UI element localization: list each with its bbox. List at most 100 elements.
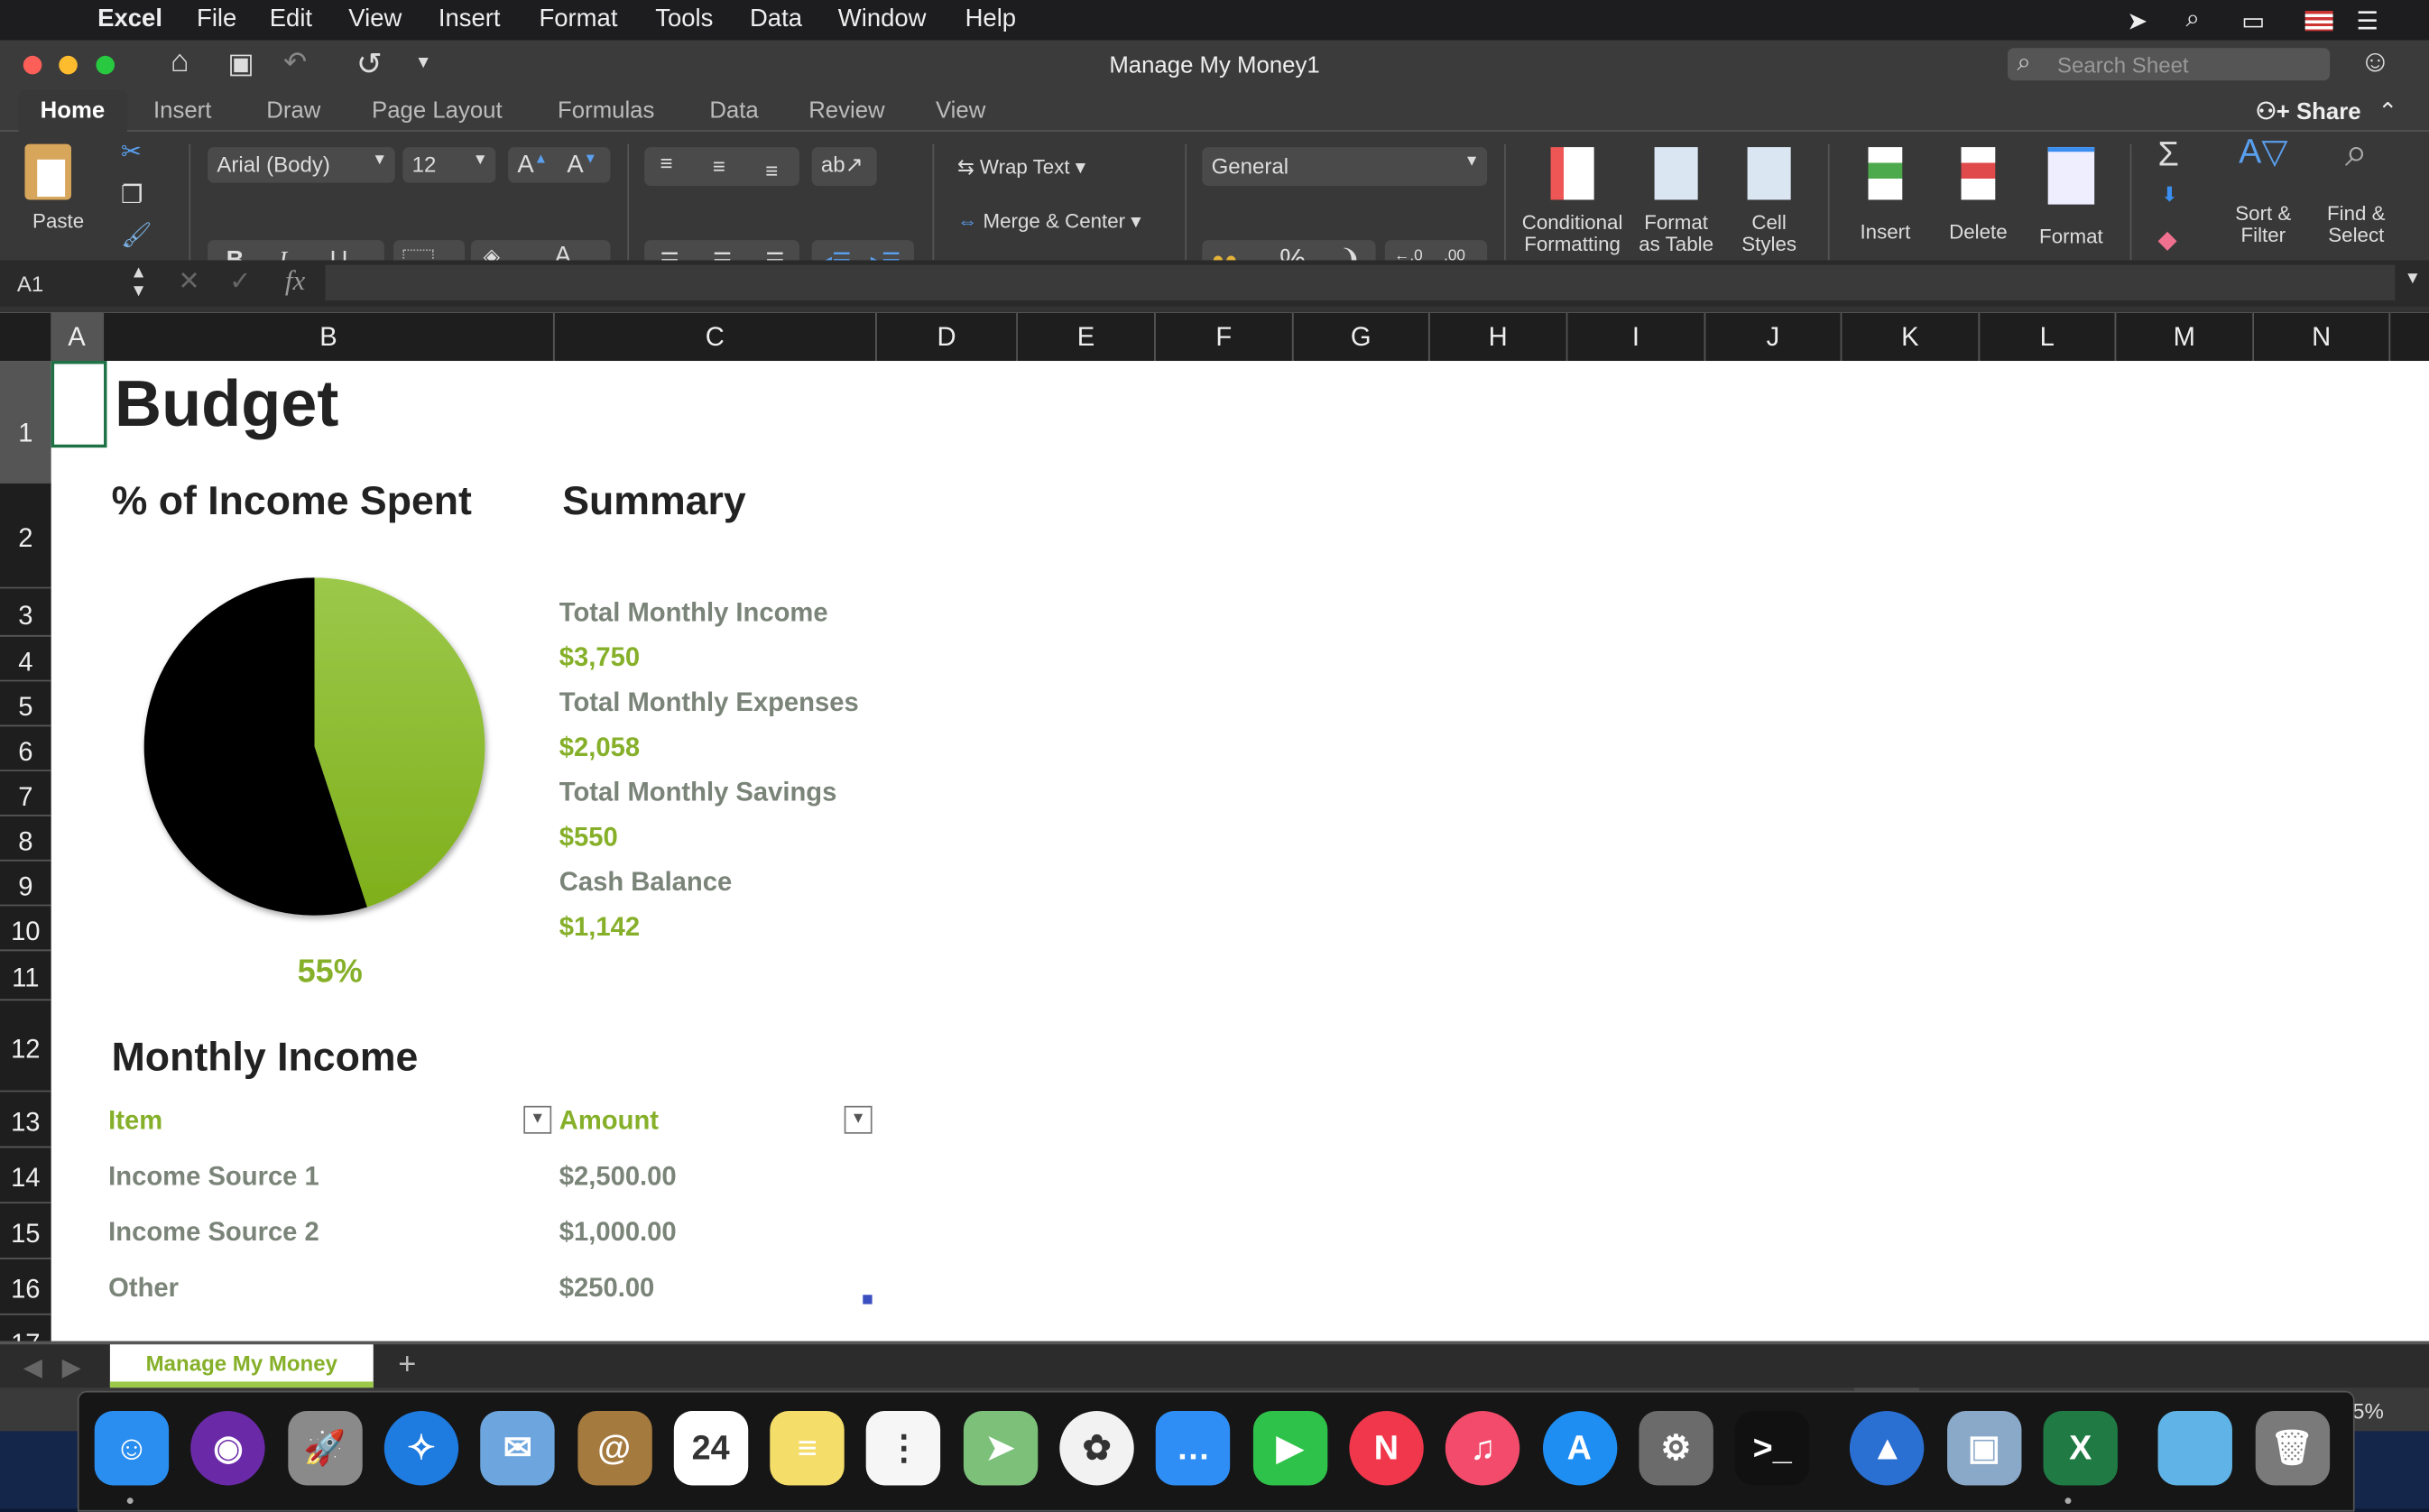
tab-formulas[interactable]: Formulas bbox=[558, 97, 655, 124]
align-bottom-icon[interactable]: ≡ bbox=[765, 158, 779, 183]
list-menu-icon[interactable]: ☰ bbox=[2356, 9, 2378, 36]
row-header-14[interactable]: 14 bbox=[0, 1148, 51, 1203]
menu-help[interactable]: Help bbox=[965, 5, 1017, 33]
preview-icon[interactable]: ▣ bbox=[1946, 1411, 2021, 1486]
orientation-button[interactable]: ab↗ bbox=[811, 147, 877, 187]
home-icon[interactable]: ⌂ bbox=[170, 44, 189, 79]
menu-view[interactable]: View bbox=[348, 5, 402, 33]
table-row[interactable]: Other $250.00 bbox=[0, 1273, 929, 1320]
trash-icon[interactable]: 🗑 bbox=[2255, 1411, 2330, 1486]
column-header-n[interactable]: N bbox=[2254, 312, 2391, 362]
filter-dropdown-amount[interactable]: ▼ bbox=[844, 1105, 873, 1134]
collapse-ribbon-icon[interactable]: ⌃ bbox=[2378, 98, 2397, 126]
insert-cells-button[interactable]: Insert bbox=[1846, 141, 1924, 243]
spotlight-icon[interactable]: ⌕ bbox=[2185, 5, 2200, 33]
row-header-13[interactable]: 13 bbox=[0, 1092, 51, 1148]
system-preferences-icon[interactable]: ⚙ bbox=[1639, 1411, 1713, 1486]
notes-icon[interactable]: ≡ bbox=[770, 1411, 845, 1486]
add-sheet-button[interactable]: + bbox=[398, 1347, 417, 1382]
row-header-6[interactable]: 6 bbox=[0, 726, 51, 771]
decrease-font-size-icon[interactable]: A▼ bbox=[567, 150, 598, 179]
next-sheet-icon[interactable]: ▶ bbox=[61, 1355, 81, 1382]
formula-input[interactable] bbox=[325, 264, 2396, 301]
merge-center-button[interactable]: ⇔ Merge & Center ▾ bbox=[957, 208, 1141, 233]
paste-label[interactable]: Paste bbox=[32, 208, 85, 233]
column-header-h[interactable]: H bbox=[1429, 312, 1568, 362]
autosum-icon[interactable]: Σ bbox=[2157, 134, 2179, 174]
excel-icon[interactable]: X bbox=[2043, 1411, 2118, 1486]
format-as-table-button[interactable]: Format as Table bbox=[1633, 141, 1720, 255]
facetime-icon[interactable]: ▶ bbox=[1252, 1411, 1327, 1486]
table-resize-handle[interactable] bbox=[863, 1295, 873, 1305]
column-header-partial[interactable] bbox=[2390, 312, 2429, 362]
column-header-e[interactable]: E bbox=[1017, 312, 1156, 362]
tab-draw[interactable]: Draw bbox=[266, 97, 321, 124]
column-header-c[interactable]: C bbox=[554, 312, 877, 362]
column-header-a[interactable]: A bbox=[51, 312, 105, 362]
cell-styles-button[interactable]: Cell Styles bbox=[1729, 141, 1809, 255]
messages-icon[interactable]: … bbox=[1156, 1411, 1231, 1486]
app-store-icon[interactable]: A bbox=[1542, 1411, 1617, 1486]
sort-filter-button[interactable]: A▽ Sort & Filter bbox=[2224, 134, 2302, 246]
font-size-select[interactable]: 12 ▼ bbox=[402, 147, 496, 183]
row-header-4[interactable]: 4 bbox=[0, 636, 51, 682]
smiley-feedback-icon[interactable]: ☺ bbox=[2359, 44, 2391, 79]
align-middle-icon[interactable]: ≡ bbox=[712, 152, 725, 179]
safari-icon[interactable]: ✧ bbox=[383, 1411, 458, 1486]
zoom-button[interactable] bbox=[96, 55, 115, 75]
cut-icon[interactable]: ✂ bbox=[120, 139, 142, 166]
row-header-5[interactable]: 5 bbox=[0, 681, 51, 727]
menu-insert[interactable]: Insert bbox=[438, 5, 501, 33]
row-header-11[interactable]: 11 bbox=[0, 951, 51, 1001]
conditional-formatting-button[interactable]: Conditional Formatting bbox=[1519, 141, 1627, 255]
search-sheet-input[interactable]: ⌕ Search Sheet bbox=[2008, 48, 2331, 81]
save-icon[interactable]: ▣ bbox=[227, 48, 254, 79]
music-icon[interactable]: ♫ bbox=[1445, 1411, 1520, 1486]
pie-slice-remaining[interactable] bbox=[314, 577, 485, 908]
menu-tools[interactable]: Tools bbox=[655, 5, 714, 33]
monterey-icon[interactable]: ▲ bbox=[1850, 1411, 1925, 1486]
increase-font-size-icon[interactable]: A▲ bbox=[517, 150, 549, 179]
menu-app[interactable]: Excel bbox=[97, 5, 162, 33]
number-format-select[interactable]: General ▼ bbox=[1202, 147, 1488, 187]
format-painter-icon[interactable]: 🖌 bbox=[120, 223, 152, 250]
column-header-l[interactable]: L bbox=[1980, 312, 2117, 362]
pie-slice-spent[interactable] bbox=[143, 577, 367, 916]
tab-page-layout[interactable]: Page Layout bbox=[372, 97, 503, 124]
undo-icon[interactable]: ↶ bbox=[283, 46, 308, 78]
pie-chart[interactable] bbox=[136, 576, 499, 929]
folder-icon[interactable] bbox=[2158, 1411, 2233, 1486]
minimize-button[interactable] bbox=[59, 55, 78, 75]
sheet-tab-manage-my-money[interactable]: Manage My Money bbox=[109, 1344, 374, 1388]
fill-icon[interactable]: ⬇ bbox=[2160, 182, 2178, 207]
column-header-j[interactable]: J bbox=[1705, 312, 1843, 362]
tab-home[interactable]: Home bbox=[40, 97, 106, 124]
reminders-icon[interactable]: ⋮ bbox=[866, 1411, 941, 1486]
siri-icon[interactable]: ◉ bbox=[190, 1411, 266, 1486]
row-header-12[interactable]: 12 bbox=[0, 1000, 51, 1093]
finder-icon[interactable]: ☺ bbox=[94, 1411, 170, 1486]
maps-icon[interactable]: ➤ bbox=[963, 1411, 1038, 1486]
display-icon[interactable]: ▭ bbox=[2241, 9, 2266, 36]
calendar-icon[interactable]: 24 bbox=[673, 1411, 748, 1486]
delete-cells-button[interactable]: Delete bbox=[1939, 141, 2017, 243]
customize-toolbar-icon[interactable]: ▾ bbox=[418, 49, 429, 73]
column-header-k[interactable]: K bbox=[1842, 312, 1981, 362]
close-button[interactable] bbox=[23, 55, 42, 75]
column-header-g[interactable]: G bbox=[1293, 312, 1430, 362]
font-name-select[interactable]: Arial (Body) ▼ bbox=[208, 147, 395, 183]
clear-eraser-icon[interactable]: ◆ bbox=[2157, 227, 2177, 254]
launchpad-icon[interactable]: 🚀 bbox=[287, 1411, 363, 1486]
align-top-icon[interactable]: ≡ bbox=[660, 150, 673, 176]
column-header-f[interactable]: F bbox=[1155, 312, 1294, 362]
row-header-2[interactable]: 2 bbox=[0, 483, 51, 589]
menu-format[interactable]: Format bbox=[539, 5, 618, 33]
enter-checkmark-icon[interactable]: ✓ bbox=[229, 266, 252, 296]
mail-icon[interactable]: ✉ bbox=[480, 1411, 555, 1486]
column-header-b[interactable]: B bbox=[104, 312, 555, 362]
menu-file[interactable]: File bbox=[197, 5, 237, 33]
prev-sheet-icon[interactable]: ◀ bbox=[23, 1355, 42, 1382]
find-select-button[interactable]: ⌕ Find & Select bbox=[2317, 132, 2395, 246]
row-header-10[interactable]: 10 bbox=[0, 906, 51, 952]
